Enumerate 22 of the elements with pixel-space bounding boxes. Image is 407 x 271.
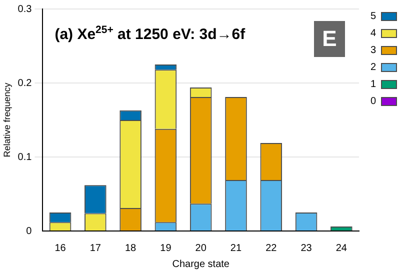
x-tick-label: 24 [336,242,348,254]
x-tick-label: 22 [266,242,278,254]
legend-label: 5 [370,11,376,22]
legend-label: 1 [370,79,376,90]
legend-label: 0 [370,96,376,107]
x-tick-label: 19 [160,242,172,254]
y-tick-label: 0 [26,226,32,237]
x-tick-label: 16 [54,242,66,254]
legend-label: 4 [370,28,376,39]
y-axis-title: Relative frequency [2,82,12,158]
legend-label: 3 [370,45,376,56]
y-tick-label: 0.3 [18,4,32,15]
x-tick-label: 18 [125,242,137,254]
x-tick-label: 20 [195,242,207,254]
y-tick-label: 0.1 [18,152,32,163]
legend-label: 2 [370,62,376,73]
annotation: E [322,26,337,52]
x-axis-title: Charge state [172,258,230,270]
x-tick-label: 21 [230,242,242,254]
y-tick-label: 0.2 [18,78,32,89]
x-tick-label: 17 [90,242,102,254]
x-tick-label: 23 [300,242,312,254]
